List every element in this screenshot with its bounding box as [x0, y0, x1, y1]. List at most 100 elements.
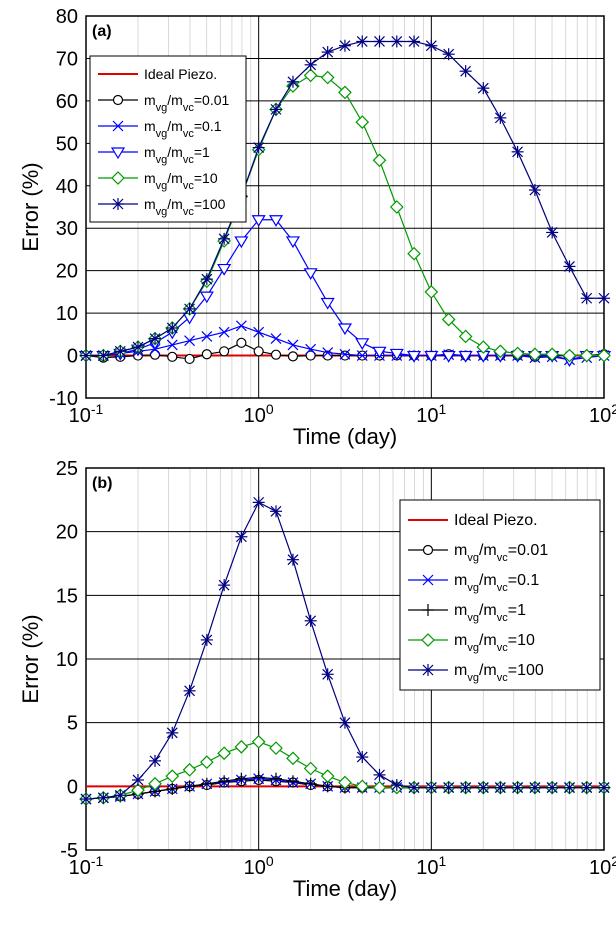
marker — [320, 769, 335, 783]
marker — [287, 351, 299, 362]
legend-box — [89, 55, 247, 223]
legend-label: Ideal Piezo. — [144, 66, 217, 82]
marker — [200, 633, 213, 646]
legend-label: mvg/mvc=10 — [454, 632, 535, 654]
marker — [373, 35, 386, 48]
marker — [270, 349, 282, 360]
marker — [425, 39, 438, 52]
marker — [131, 783, 145, 798]
marker — [598, 292, 610, 305]
x-axis-label: Time (day) — [293, 876, 397, 901]
legend-label: mvg/mvc=100 — [144, 196, 226, 218]
marker — [269, 505, 282, 518]
marker — [422, 574, 434, 586]
marker — [321, 46, 334, 59]
y-tick-label: 0 — [67, 776, 78, 798]
marker — [219, 346, 230, 357]
y-tick-label: 70 — [56, 48, 78, 70]
marker — [477, 781, 490, 794]
marker — [493, 344, 508, 359]
marker — [389, 200, 404, 214]
marker — [114, 345, 127, 358]
y-tick-label: 5 — [67, 713, 78, 735]
marker — [441, 350, 456, 363]
marker — [458, 350, 473, 363]
legend: Ideal Piezo. mvg/mvc=0.01 mvg/mvc=0.1 mvg/m… — [399, 499, 601, 691]
y-axis-label: Error (%) — [18, 614, 43, 703]
marker — [337, 323, 353, 336]
marker — [112, 120, 124, 132]
marker — [528, 347, 542, 362]
marker — [563, 260, 576, 273]
legend-label: mvg/mvc=0.1 — [144, 118, 222, 140]
marker — [110, 147, 126, 160]
legend-label: mvg/mvc=1 — [144, 144, 210, 166]
marker — [598, 781, 610, 794]
y-tick-label: 60 — [56, 91, 78, 113]
marker — [339, 348, 351, 360]
marker — [322, 347, 334, 359]
y-tick-label: 25 — [56, 458, 78, 480]
marker — [338, 85, 352, 100]
legend-label: mvg/mvc=0.1 — [454, 572, 539, 594]
marker — [494, 111, 507, 124]
x-tick-label: 102 — [589, 853, 616, 879]
marker — [235, 772, 248, 785]
marker — [390, 35, 403, 48]
x-tick-label: 101 — [416, 853, 446, 879]
marker — [253, 346, 264, 357]
marker — [166, 321, 179, 334]
marker — [183, 302, 196, 315]
marker — [218, 775, 231, 788]
marker — [131, 341, 144, 354]
marker — [408, 781, 421, 794]
marker — [304, 614, 317, 627]
marker — [424, 285, 439, 299]
marker — [372, 346, 387, 359]
marker — [286, 775, 299, 788]
marker — [184, 335, 196, 347]
marker — [199, 755, 214, 769]
legend-label: Ideal Piezo. — [454, 512, 538, 529]
marker — [199, 291, 214, 304]
marker — [442, 781, 455, 794]
marker — [459, 781, 472, 794]
marker — [183, 684, 196, 697]
marker — [148, 776, 162, 791]
y-tick-label: 10 — [56, 303, 78, 325]
marker — [80, 349, 92, 362]
x-tick-label: 10-1 — [69, 853, 104, 879]
marker — [286, 553, 299, 566]
marker — [286, 75, 299, 88]
y-tick-label: -5 — [60, 840, 78, 862]
plot-frame — [85, 467, 605, 851]
marker — [285, 236, 301, 249]
marker — [287, 339, 299, 351]
marker — [166, 726, 179, 739]
marker — [407, 246, 421, 261]
legend-label: mvg/mvc=1 — [454, 602, 526, 624]
legend: Ideal Piezo. mvg/mvc=0.01 mvg/mvc=0.1 mvg/m… — [89, 55, 247, 223]
y-tick-label: 40 — [56, 176, 78, 198]
legend-label: mvg/mvc=0.01 — [454, 542, 548, 564]
marker — [149, 754, 162, 767]
marker — [546, 781, 559, 794]
marker — [477, 82, 490, 95]
marker — [269, 103, 282, 116]
marker — [166, 782, 179, 795]
marker — [149, 349, 161, 360]
marker — [563, 781, 576, 794]
y-tick-label: -10 — [49, 388, 78, 410]
marker — [356, 35, 369, 48]
marker — [459, 65, 472, 78]
marker — [528, 184, 541, 197]
marker — [217, 263, 232, 276]
marker — [201, 331, 213, 342]
y-tick-label: 20 — [56, 522, 78, 544]
marker — [270, 333, 282, 345]
marker — [421, 633, 435, 647]
y-tick-label: 30 — [56, 218, 78, 240]
panel-label: (b) — [92, 475, 112, 492]
x-tick-label: 100 — [244, 853, 274, 879]
